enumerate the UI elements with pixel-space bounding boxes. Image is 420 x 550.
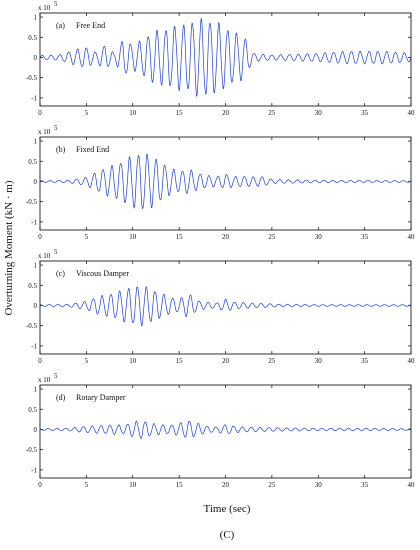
x-tick-label: 35 — [361, 109, 369, 117]
y-tick-label: 1 — [34, 138, 38, 146]
x-tick-label: 20 — [222, 109, 230, 117]
x-tick-label: 15 — [176, 357, 184, 365]
panel-1: 10.50-0.5-10 5 10 15 20 25 30 35 40x 10 5(a) Free … — [26, 0, 415, 117]
y-tick-label: 1 — [34, 386, 38, 394]
x-tick-label: 20 — [222, 357, 230, 365]
x-tick-label: 40 — [408, 481, 416, 489]
x-tick-label: 35 — [361, 357, 369, 365]
y-tick-label: 1 — [34, 14, 38, 22]
x-tick-label: 40 — [408, 357, 416, 365]
x-tick-label: 0 — [38, 481, 42, 489]
panel-title: Free End — [76, 21, 105, 30]
y-tick-label: 0 — [34, 302, 38, 310]
y-tick-label: 1 — [34, 262, 38, 270]
y-axis-label: Overturning Moment (kN · m) — [3, 180, 15, 315]
x-tick-label: 0 — [38, 357, 42, 365]
y-tick-label: 0 — [34, 178, 38, 186]
panel-title: Fixed End — [76, 145, 109, 154]
y-tick-label: -1 — [31, 94, 37, 102]
panel-3: 10.50-0.5-10 5 10 15 20 25 30 35 40x 10 5(c) Visco… — [26, 248, 415, 365]
x-tick-label: 10 — [129, 481, 137, 489]
x-tick-label: 10 — [129, 233, 137, 241]
x-tick-label: 25 — [268, 481, 276, 489]
scale-exponent: 5 — [54, 0, 58, 8]
x-tick-label: 30 — [315, 481, 323, 489]
panel-title: Rotary Damper — [76, 393, 126, 402]
scale-exponent: 5 — [54, 248, 58, 256]
scale-factor: x 10 — [38, 252, 51, 260]
y-tick-label: 0.5 — [28, 34, 37, 42]
x-tick-label: 25 — [268, 233, 276, 241]
scale-exponent: 5 — [54, 372, 58, 380]
y-tick-label: 0.5 — [28, 158, 37, 166]
x-tick-label: 5 — [85, 109, 89, 117]
series-line — [39, 17, 412, 98]
x-tick-label: 10 — [129, 109, 137, 117]
y-tick-label: -1 — [31, 466, 37, 474]
scale-factor: x 10 — [38, 4, 51, 12]
x-tick-label: 30 — [315, 357, 323, 365]
x-tick-label: 25 — [268, 357, 276, 365]
panel-2: 10.50-0.5-10 5 10 15 20 25 30 35 40x 10 5(b) Fixed… — [26, 124, 415, 241]
x-tick-label: 20 — [222, 481, 230, 489]
x-tick-label: 10 — [129, 357, 137, 365]
x-tick-label: 0 — [38, 233, 42, 241]
panel-label: (b) — [56, 145, 66, 154]
x-tick-label: 15 — [176, 233, 184, 241]
series-line — [39, 153, 412, 209]
y-tick-label: -0.5 — [26, 322, 38, 330]
y-tick-label: -1 — [31, 218, 37, 226]
x-tick-label: 5 — [85, 357, 89, 365]
x-tick-label: 5 — [85, 481, 89, 489]
scale-exponent: 5 — [54, 124, 58, 132]
panel-label: (d) — [56, 393, 66, 402]
panel-title: Viscous Damper — [76, 269, 129, 278]
x-tick-label: 35 — [361, 233, 369, 241]
scale-factor: x 10 — [38, 128, 51, 136]
x-tick-label: 40 — [408, 233, 416, 241]
x-tick-label: 25 — [268, 109, 276, 117]
x-tick-label: 40 — [408, 109, 416, 117]
y-tick-label: 0.5 — [28, 282, 37, 290]
y-tick-label: -0.5 — [26, 74, 38, 82]
x-tick-label: 30 — [315, 109, 323, 117]
figure-caption: (C) — [220, 529, 235, 541]
x-axis-label: Time (sec) — [204, 503, 251, 515]
y-tick-label: 0 — [34, 426, 38, 434]
y-tick-label: -1 — [31, 342, 37, 350]
x-tick-label: 15 — [176, 481, 184, 489]
x-tick-label: 35 — [361, 481, 369, 489]
x-tick-label: 30 — [315, 233, 323, 241]
series-line — [39, 286, 412, 327]
x-tick-label: 15 — [176, 109, 184, 117]
x-tick-label: 0 — [38, 109, 42, 117]
y-tick-label: -0.5 — [26, 198, 38, 206]
panel-label: (c) — [56, 269, 65, 278]
panels-group: 10.50-0.5-10 5 10 15 20 25 30 35 40x 10 5(a) Free … — [26, 0, 415, 489]
x-tick-label: 5 — [85, 233, 89, 241]
x-tick-label: 20 — [222, 233, 230, 241]
y-tick-label: 0 — [34, 54, 38, 62]
y-tick-label: -0.5 — [26, 446, 38, 454]
y-tick-label: 0.5 — [28, 406, 37, 414]
series-line — [39, 420, 412, 439]
scale-factor: x 10 — [38, 376, 51, 384]
panel-4: 10.50-0.5-10 5 10 15 20 25 30 35 40x 10 5(d) Rotar… — [26, 372, 415, 489]
panel-label: (a) — [56, 21, 65, 30]
